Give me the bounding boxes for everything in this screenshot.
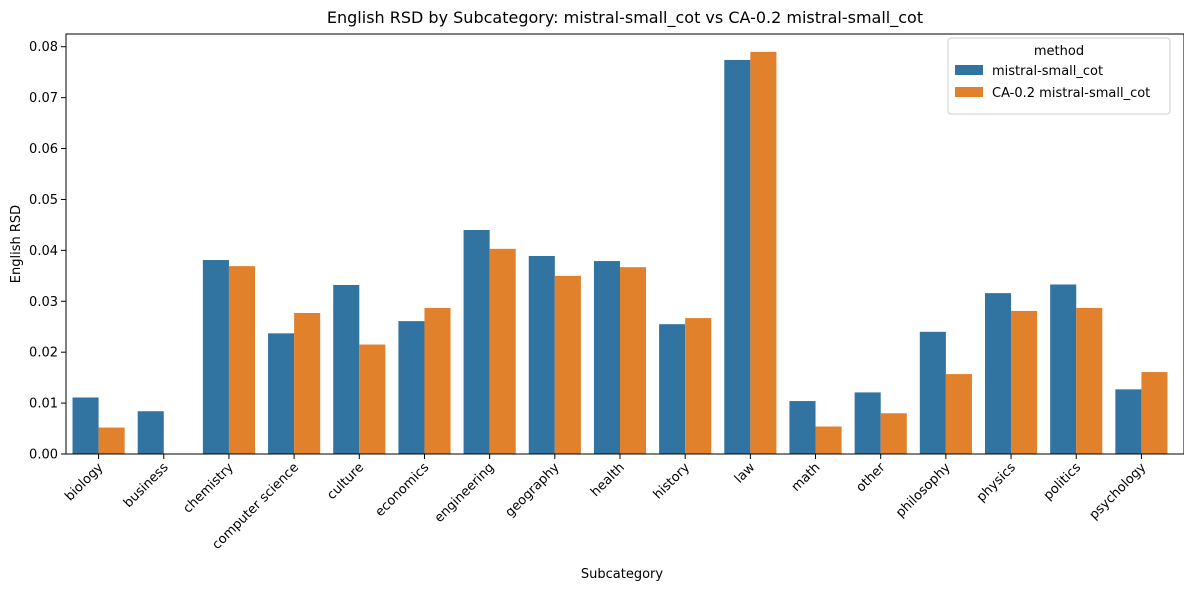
y-tick-label: 0.02 — [29, 346, 58, 361]
bar-s1-math — [815, 426, 842, 454]
legend-label-1: CA-0.2 mistral-small_cot — [992, 86, 1150, 101]
x-tick-label: law — [732, 460, 759, 487]
bar-s1-engineering — [489, 248, 516, 454]
bar-s0-politics — [1050, 284, 1077, 454]
bar-s0-biology — [72, 397, 99, 454]
bars-group — [72, 51, 1168, 455]
chart-title: English RSD by Subcategory: mistral-smal… — [327, 8, 923, 28]
x-axis-label: Subcategory — [581, 567, 664, 582]
legend-swatch-1 — [955, 87, 983, 97]
legend-title: method — [1034, 44, 1084, 59]
bar-s0-engineering — [463, 230, 490, 454]
x-tick-label: business — [121, 460, 172, 511]
y-tick-label: 0.08 — [29, 40, 58, 55]
bar-s0-psychology — [1115, 389, 1142, 454]
x-tick-label: biology — [62, 460, 106, 504]
bar-s1-computer-science — [294, 312, 321, 454]
y-tick-label: 0.06 — [29, 142, 58, 157]
x-tick-label: economics — [373, 460, 433, 520]
bar-s1-politics — [1076, 307, 1103, 454]
bar-s1-law — [750, 51, 777, 455]
bar-s0-chemistry — [202, 260, 229, 454]
bar-s0-other — [854, 392, 881, 454]
bar-s1-economics — [424, 307, 451, 454]
bar-s1-physics — [1011, 310, 1038, 454]
bar-s1-history — [685, 318, 712, 454]
bar-s1-culture — [359, 344, 386, 454]
x-tick-label: physics — [974, 460, 1019, 505]
x-tick-label: culture — [324, 460, 367, 503]
bar-s1-geography — [554, 275, 581, 454]
plot-frame — [65, 33, 1184, 455]
x-tick-label: engineering — [432, 460, 498, 526]
x-tick-label: health — [588, 460, 628, 500]
y-tick-label: 0.03 — [29, 295, 58, 310]
x-tick-label: politics — [1041, 460, 1084, 503]
bar-s0-math — [789, 401, 816, 454]
bar-s0-computer-science — [268, 333, 295, 454]
x-tick-label: psychology — [1087, 460, 1150, 523]
bar-s0-physics — [984, 293, 1012, 454]
y-axis: 0.00 0.01 0.02 0.03 0.04 0.05 0.06 0.07 0.08 — [29, 40, 66, 463]
bar-s1-philosophy — [945, 374, 972, 454]
x-tick-label: other — [853, 460, 889, 496]
legend-box — [947, 37, 1171, 115]
y-tick-label: 0.07 — [29, 91, 58, 106]
bar-s0-philosophy — [919, 331, 946, 454]
y-tick-label: 0.05 — [29, 193, 58, 208]
y-axis-label: English RSD — [9, 205, 24, 283]
bar-s0-culture — [333, 284, 360, 454]
y-tick-label: 0.04 — [29, 244, 58, 259]
bar-s0-history — [659, 324, 686, 454]
bar-s0-geography — [528, 255, 555, 454]
bar-s1-chemistry — [228, 266, 256, 454]
bar-s0-health — [593, 261, 620, 454]
legend-label-0: mistral-small_cot — [992, 64, 1103, 79]
x-tick-label: chemistry — [180, 460, 236, 516]
x-tick-label: history — [651, 460, 693, 502]
x-tick-label: math — [789, 460, 824, 495]
y-tick-label: 0.00 — [29, 448, 58, 463]
bar-s1-other — [880, 413, 907, 454]
bar-s1-health — [620, 267, 647, 454]
bar-s0-economics — [398, 321, 425, 454]
x-tick-label: philosophy — [893, 460, 954, 521]
y-tick-label: 0.01 — [29, 397, 58, 412]
bar-s1-psychology — [1141, 372, 1168, 454]
legend: method mistral-small_cot CA-0.2 mistral-sm… — [947, 37, 1171, 115]
bar-s0-law — [724, 59, 751, 455]
bar-s0-business — [137, 411, 164, 454]
bar-s1-biology — [98, 427, 125, 454]
legend-swatch-0 — [955, 65, 983, 75]
x-tick-label: geography — [503, 460, 563, 520]
